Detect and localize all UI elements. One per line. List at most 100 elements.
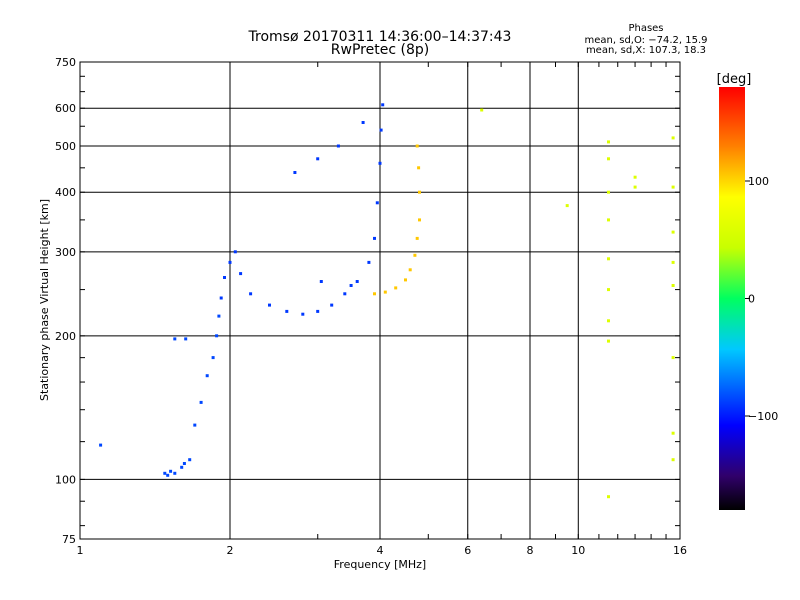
y-axis-label: Stationary phase Virtual Height [km] [38,199,51,401]
chart-title: Tromsø 20170311 14:36:00–14:37:43 [248,29,512,45]
echo-point [180,465,184,469]
echo-point [383,290,387,294]
echo-point [173,337,177,341]
echo-point [166,473,170,477]
echo-point [285,309,289,313]
echo-point [671,431,675,435]
colorbar-tick-label: −100 [748,410,778,423]
echo-point [336,144,340,148]
echo-point [671,230,675,234]
echo-point [330,303,334,307]
echo-point [249,292,253,296]
colorbar-tick-label: 100 [748,175,769,188]
echo-point [408,268,412,272]
echo-point [239,272,243,276]
colorbar-label: [deg] [717,72,752,87]
x-tick-label: 6 [464,544,471,557]
echo-point [349,284,353,287]
y-tick-label: 750 [55,56,76,69]
x-axis-label: Frequency [MHz] [334,558,426,571]
echo-point [565,204,569,208]
phase-info-x-mode: mean, sd,X: 107.3, 18.3 [586,45,706,56]
y-tick-label: 600 [55,102,76,115]
x-tick-label: 1 [77,544,84,557]
echo-point [418,190,421,194]
echo-point [607,339,610,343]
y-tick-label: 500 [55,140,76,153]
echo-point [607,140,610,144]
echo-point [394,286,398,290]
echo-point [633,175,637,179]
echo-point [671,260,675,264]
phase-info-o-mode: mean, sd,O: −74.2, 15.9 [585,35,708,46]
echo-point [199,400,203,404]
echo-point [607,319,610,323]
echo-point [343,292,347,296]
echo-point [301,312,305,316]
y-tick-label: 75 [62,533,76,546]
x-tick-label: 4 [377,544,384,557]
echo-point [355,280,359,283]
y-tick-label: 100 [55,473,76,486]
echo-point [182,462,186,465]
echo-point [607,218,610,222]
echo-point [671,284,675,287]
echo-point [215,334,219,338]
echo-point [228,260,232,264]
echo-point [293,171,297,174]
echo-point [381,103,385,107]
echo-point [413,253,417,257]
echo-point [379,128,383,132]
echo-points [99,103,675,499]
echo-point [361,121,365,124]
axes: 75 100 200 300 400 500 600 750 1 2 4 6 8 10 16 [55,56,687,557]
echo-point [169,469,173,473]
echo-point [633,185,637,189]
y-tick-label: 300 [55,246,76,259]
echo-point [418,218,421,222]
echo-point [316,309,320,313]
echo-point [373,292,376,296]
echo-point [319,280,323,283]
chart-subtitle: RwPretec (8p) [331,42,429,58]
colorbar-tick-label: 0 [748,293,755,306]
echo-point [173,471,177,475]
colorbar-ticks: 100 0 −100 [745,175,778,423]
echo-point [404,278,407,282]
echo-point [415,144,419,148]
echo-point [367,260,371,264]
grid [80,61,680,540]
echo-point [378,161,382,165]
echo-point [233,250,237,254]
echo-point [671,458,675,462]
echo-point [671,185,675,189]
echo-point [671,356,675,360]
echo-point [607,495,610,499]
echo-point [219,296,223,300]
plot-frame [79,61,681,540]
echo-point [188,458,192,462]
echo-point [217,314,221,318]
echo-point [415,236,419,240]
echo-point [163,471,167,475]
echo-point [211,356,215,360]
echo-point [205,374,209,378]
y-tick-label: 200 [55,330,76,343]
echo-point [223,276,226,279]
echo-point [607,157,610,161]
echo-point [268,303,271,307]
echo-point [417,166,421,170]
echo-point [480,108,484,112]
echo-point [316,157,320,161]
x-tick-label: 16 [673,544,687,557]
x-tick-label: 2 [227,544,234,557]
y-tick-label: 400 [55,186,76,199]
x-tick-label: 8 [527,544,534,557]
echo-point [193,423,197,427]
echo-point [607,257,610,261]
colorbar [719,87,745,510]
echo-point [373,236,376,240]
echo-point [607,288,610,292]
x-tick-label: 10 [571,544,585,557]
